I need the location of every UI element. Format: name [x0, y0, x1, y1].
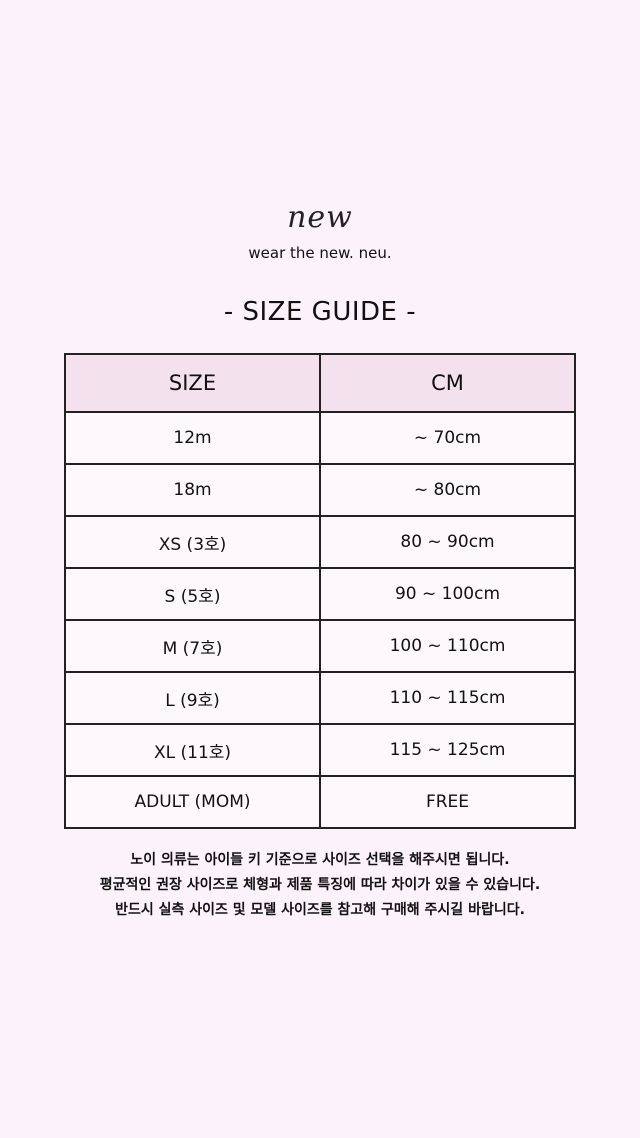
cm-cell: 110 ~ 115cm: [319, 671, 576, 725]
brand-logo: new: [287, 200, 353, 235]
table-row: XS (3호) 80 ~ 90cm: [64, 515, 576, 569]
cm-cell: 90 ~ 100cm: [319, 567, 576, 621]
cm-cell: 100 ~ 110cm: [319, 619, 576, 673]
size-table: SIZE CM 12m ~ 70cm 18m ~ 80cm XS (3호) 80 ~ 90…: [64, 353, 576, 829]
size-cell: M (7호): [64, 619, 321, 673]
table-row: XL (11호) 115 ~ 125cm: [64, 723, 576, 777]
header-cm: CM: [319, 353, 576, 413]
cm-cell: ~ 80cm: [319, 463, 576, 517]
header-size: SIZE: [64, 353, 321, 413]
table-row: 12m ~ 70cm: [64, 411, 576, 465]
size-notes: 노이 의류는 아이들 키 기준으로 사이즈 선택을 해주시면 됩니다. 평균적인…: [0, 848, 640, 923]
size-cell: L (9호): [64, 671, 321, 725]
tagline: wear the new. neu.: [248, 244, 392, 262]
cm-cell: 80 ~ 90cm: [319, 515, 576, 569]
size-cell: XL (11호): [64, 723, 321, 777]
note-line: 평균적인 권장 사이즈로 체형과 제품 특징에 따라 차이가 있을 수 있습니다…: [99, 877, 541, 893]
table-row: 18m ~ 80cm: [64, 463, 576, 517]
table-row: M (7호) 100 ~ 110cm: [64, 619, 576, 673]
cm-cell: FREE: [319, 775, 576, 829]
size-cell: 12m: [64, 411, 321, 465]
page-title: - SIZE GUIDE -: [223, 297, 417, 327]
size-cell: ADULT (MOM): [64, 775, 321, 829]
note-line: 반드시 실측 사이즈 및 모델 사이즈를 참고해 구매해 주시길 바랍니다.: [115, 902, 525, 918]
size-cell: S (5호): [64, 567, 321, 621]
note-line: 노이 의류는 아이들 키 기준으로 사이즈 선택을 해주시면 됩니다.: [130, 852, 510, 868]
size-cell: 18m: [64, 463, 321, 517]
table-row: ADULT (MOM) FREE: [64, 775, 576, 829]
size-cell: XS (3호): [64, 515, 321, 569]
cm-cell: 115 ~ 125cm: [319, 723, 576, 777]
cm-cell: ~ 70cm: [319, 411, 576, 465]
table-row: L (9호) 110 ~ 115cm: [64, 671, 576, 725]
table-header-row: SIZE CM: [64, 353, 576, 413]
table-row: S (5호) 90 ~ 100cm: [64, 567, 576, 621]
